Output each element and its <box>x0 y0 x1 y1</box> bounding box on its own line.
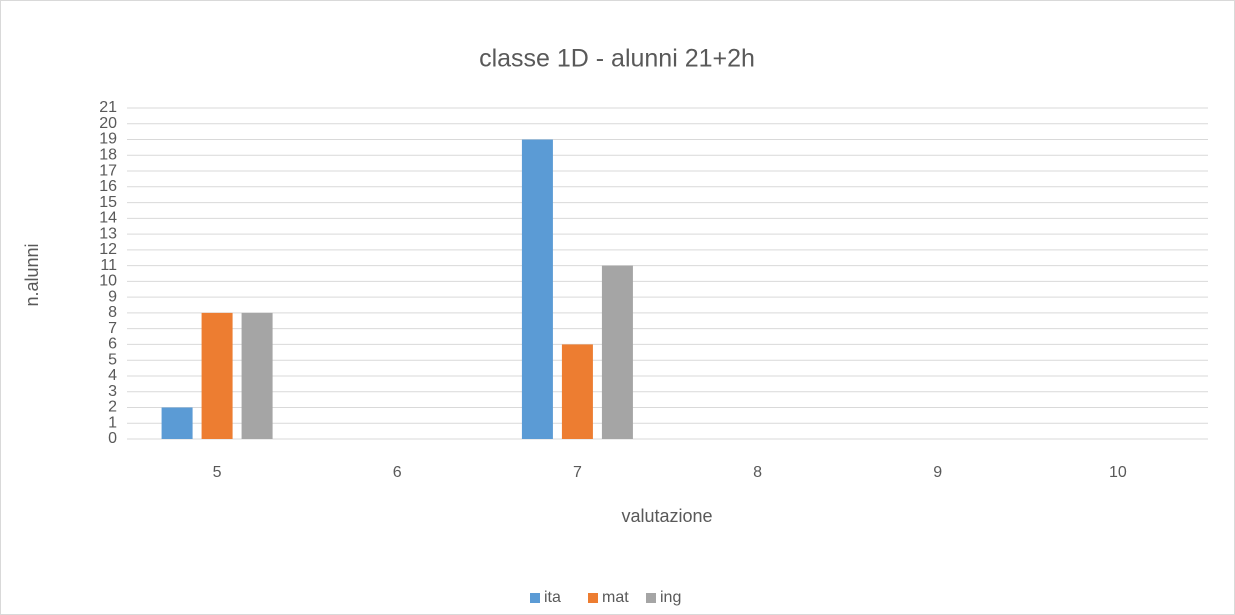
y-tick-label: 13 <box>99 225 117 242</box>
y-tick-label: 15 <box>99 194 117 211</box>
bar <box>201 312 233 439</box>
y-tick-label: 21 <box>99 99 117 116</box>
y-tick-label: 17 <box>99 162 117 179</box>
bar <box>521 139 553 439</box>
legend-label: ita <box>544 589 561 606</box>
x-tick-label: 9 <box>933 464 942 481</box>
y-tick-label: 3 <box>108 383 117 400</box>
x-tick-label: 8 <box>753 464 762 481</box>
x-tick-label: 6 <box>393 464 402 481</box>
legend-swatch <box>646 593 656 603</box>
y-tick-label: 6 <box>108 336 117 353</box>
y-tick-label: 16 <box>99 178 117 195</box>
legend-label: ing <box>660 589 681 606</box>
y-tick-label: 5 <box>108 351 117 368</box>
y-tick-label: 19 <box>99 131 117 148</box>
y-tick-label: 14 <box>99 210 117 227</box>
bar <box>161 407 193 439</box>
y-tick-label: 18 <box>99 147 117 164</box>
bar <box>601 265 633 439</box>
chart-title: classe 1D - alunni 21+2h <box>479 45 755 73</box>
x-tick-label: 10 <box>1109 464 1127 481</box>
x-tick-label: 5 <box>213 464 222 481</box>
y-tick-label: 4 <box>108 367 117 384</box>
bar <box>241 312 273 439</box>
y-tick-label: 8 <box>108 304 117 321</box>
y-tick-label: 9 <box>108 288 117 305</box>
y-tick-label: 7 <box>108 320 117 337</box>
legend-swatch <box>530 593 540 603</box>
y-tick-label: 0 <box>108 430 117 447</box>
y-tick-label: 11 <box>100 257 117 274</box>
bar <box>561 344 593 439</box>
y-tick-label: 1 <box>108 414 117 431</box>
x-axis-label: valutazione <box>621 506 712 526</box>
y-tick-label: 2 <box>108 399 117 416</box>
legend-label: mat <box>602 589 629 606</box>
x-tick-label: 7 <box>573 464 582 481</box>
legend-swatch <box>588 593 598 603</box>
y-tick-label: 10 <box>99 273 117 290</box>
y-axis-label: n.alunni <box>22 243 42 306</box>
y-tick-label: 20 <box>99 115 117 132</box>
y-tick-label: 12 <box>99 241 117 258</box>
